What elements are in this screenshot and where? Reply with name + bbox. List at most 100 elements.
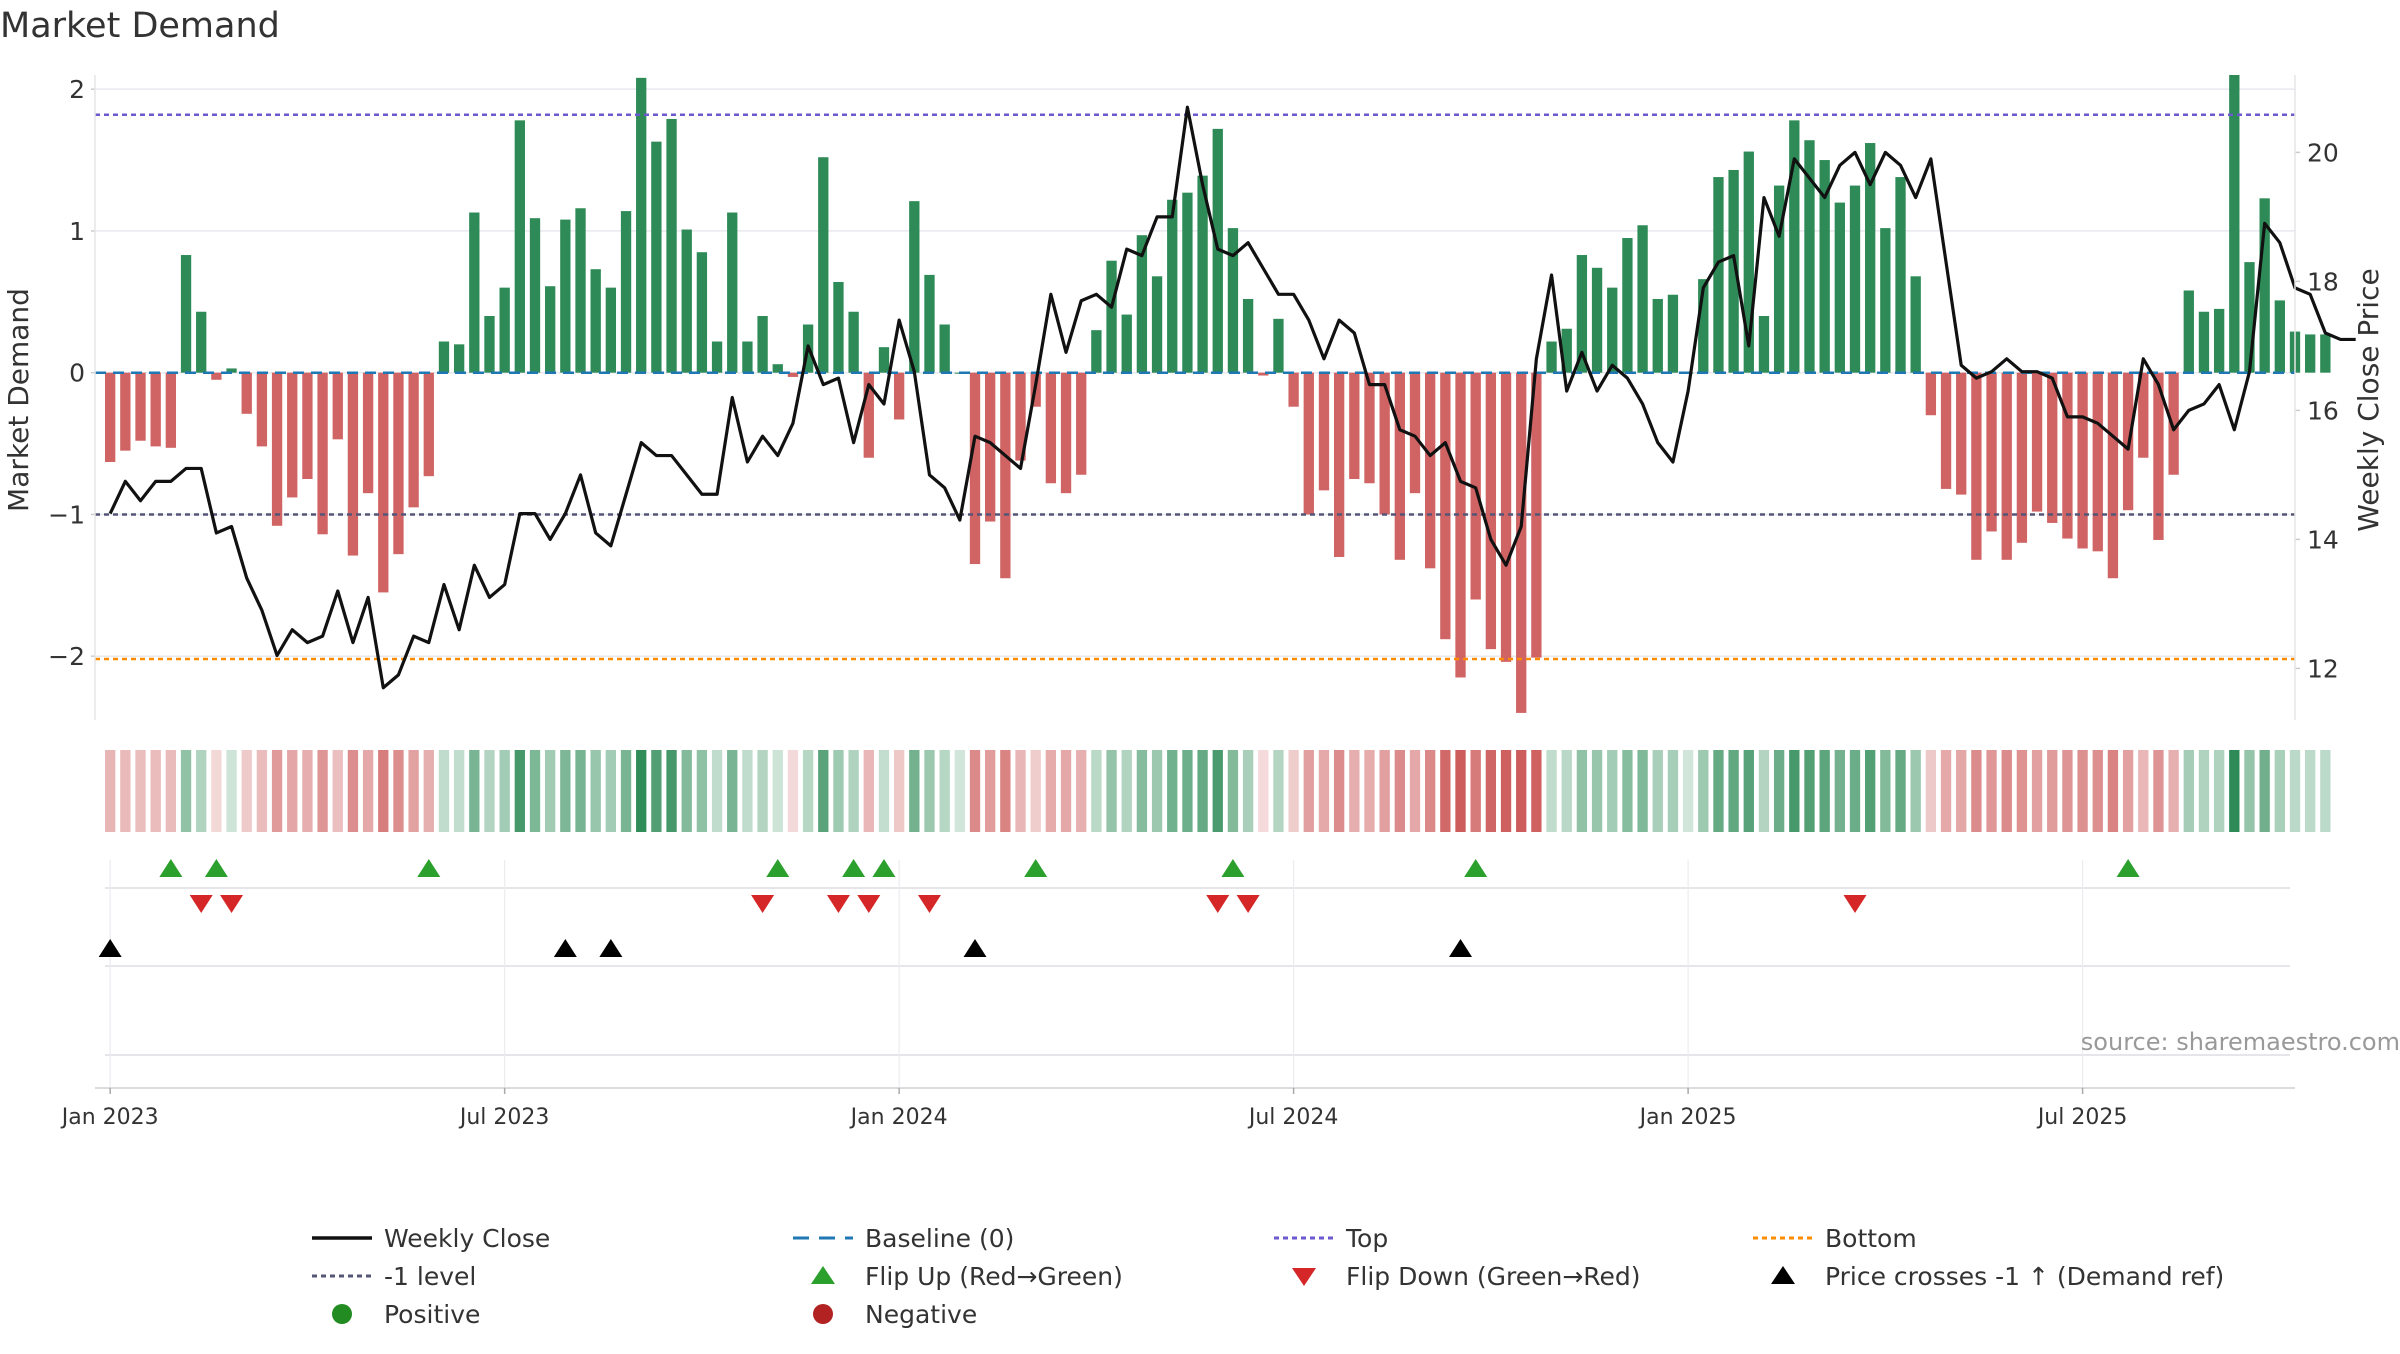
heat-cell xyxy=(1500,750,1512,832)
demand-bar-positive xyxy=(1819,160,1830,373)
demand-bar-negative xyxy=(1015,372,1026,461)
legend-label: Weekly Close xyxy=(384,1224,550,1253)
heat-cell xyxy=(347,750,359,832)
heat-cell xyxy=(408,750,419,832)
demand-bar-positive xyxy=(1622,238,1633,373)
demand-bar-positive xyxy=(772,364,783,373)
heat-cell xyxy=(1925,750,1937,832)
demand-bar-positive xyxy=(1773,185,1785,373)
heat-cell xyxy=(1910,750,1921,832)
heat-cell xyxy=(2198,750,2210,832)
heat-cell xyxy=(969,750,981,832)
demand-bar-negative xyxy=(1925,372,1937,416)
demand-bar-negative xyxy=(135,372,146,441)
heat-cell xyxy=(1379,750,1390,832)
demand-bar-negative xyxy=(2047,372,2058,523)
heat-cell xyxy=(453,750,465,832)
demand-bar-positive xyxy=(909,201,920,373)
heat-cell xyxy=(1242,750,1254,832)
demand-bar-negative xyxy=(1425,372,1436,569)
heat-cell xyxy=(378,750,389,832)
demand-bar-positive xyxy=(1834,202,1845,373)
demand-bar-positive xyxy=(681,229,692,373)
heat-cell xyxy=(1000,750,1011,832)
legend-label: Price crosses -1 ↑ (Demand ref) xyxy=(1825,1262,2224,1291)
heat-cell xyxy=(1227,750,1239,832)
demand-bar-negative xyxy=(378,372,389,593)
flip-up-marker xyxy=(159,859,183,877)
demand-bar-positive xyxy=(1910,276,1921,373)
price-cross-marker xyxy=(553,939,577,957)
heat-cell xyxy=(985,750,996,832)
demand-bar-positive xyxy=(2229,75,2240,373)
heat-cell xyxy=(666,750,677,832)
price-cross-marker xyxy=(1449,939,1473,957)
demand-heat-strip xyxy=(105,750,2331,832)
heat-cell xyxy=(2047,750,2058,832)
heat-cell xyxy=(135,750,146,832)
demand-bar-negative xyxy=(2031,372,2043,512)
demand-bar-negative xyxy=(256,372,268,447)
demand-bar-positive xyxy=(636,77,647,373)
heat-cell xyxy=(362,750,374,832)
demand-bar-positive xyxy=(575,208,586,373)
heat-cell xyxy=(1561,750,1572,832)
heat-cell xyxy=(2092,750,2103,832)
demand-bar-negative xyxy=(317,372,328,535)
demand-bar-negative xyxy=(1485,372,1497,650)
y-tick-label-right: 14 xyxy=(2307,525,2339,554)
demand-bar-negative xyxy=(120,372,131,451)
flip-up-marker xyxy=(204,859,228,877)
demand-bar-negative xyxy=(2077,372,2088,549)
heat-cell xyxy=(802,750,814,832)
heat-cell xyxy=(696,750,708,832)
y-tick-label-right: 20 xyxy=(2307,138,2339,167)
heat-cell xyxy=(484,750,495,832)
demand-bar-positive xyxy=(180,255,192,373)
heat-cell xyxy=(287,750,298,832)
demand-bar-positive xyxy=(1652,298,1663,373)
source-note: source: sharemaestro.com xyxy=(2081,1028,2400,1056)
demand-bar-positive xyxy=(1713,177,1724,373)
y-tick-label-left: 0 xyxy=(69,359,85,388)
demand-bar-positive xyxy=(1121,314,1132,373)
heat-cell xyxy=(727,750,738,832)
demand-bar-positive xyxy=(1743,151,1754,373)
demand-bar-positive xyxy=(1607,287,1618,373)
heat-cell xyxy=(1045,750,1057,832)
demand-bar-positive xyxy=(818,157,829,373)
x-tick-label: Jul 2025 xyxy=(2036,1105,2128,1130)
heat-cell xyxy=(180,750,192,832)
demand-bar-negative xyxy=(893,372,905,420)
demand-bar-negative xyxy=(1971,372,1982,560)
gridlines xyxy=(95,88,2295,1088)
legend-swatch-flip-down xyxy=(1292,1268,1316,1286)
heat-cell xyxy=(711,750,723,832)
heat-cell xyxy=(1728,750,1739,832)
demand-bar-negative xyxy=(1409,372,1421,494)
demand-bar-positive xyxy=(1273,318,1284,373)
heat-cell xyxy=(1834,750,1845,832)
y-tick-label-left: 1 xyxy=(69,217,85,246)
demand-bar-positive xyxy=(1880,228,1891,373)
heat-cell xyxy=(818,750,829,832)
heat-cell xyxy=(317,750,328,832)
heat-cell xyxy=(2213,750,2225,832)
x-tick-label: Jan 2025 xyxy=(1638,1105,1737,1130)
heat-cell xyxy=(469,750,480,832)
demand-bar-positive xyxy=(1167,199,1178,373)
heat-cell xyxy=(924,750,935,832)
heat-cell xyxy=(1197,750,1208,832)
heat-cell xyxy=(1758,750,1770,832)
heat-cell xyxy=(651,750,662,832)
demand-bar-positive xyxy=(1091,330,1102,373)
demand-bar-positive xyxy=(1197,175,1208,373)
flip-down-marker xyxy=(751,895,775,913)
demand-bar-negative xyxy=(347,372,359,556)
heat-cell xyxy=(514,750,525,832)
demand-bar-positive xyxy=(499,287,510,373)
heat-cell xyxy=(848,750,859,832)
heat-cell xyxy=(1895,750,1906,832)
heat-cell xyxy=(1607,750,1618,832)
heat-cell xyxy=(2031,750,2043,832)
